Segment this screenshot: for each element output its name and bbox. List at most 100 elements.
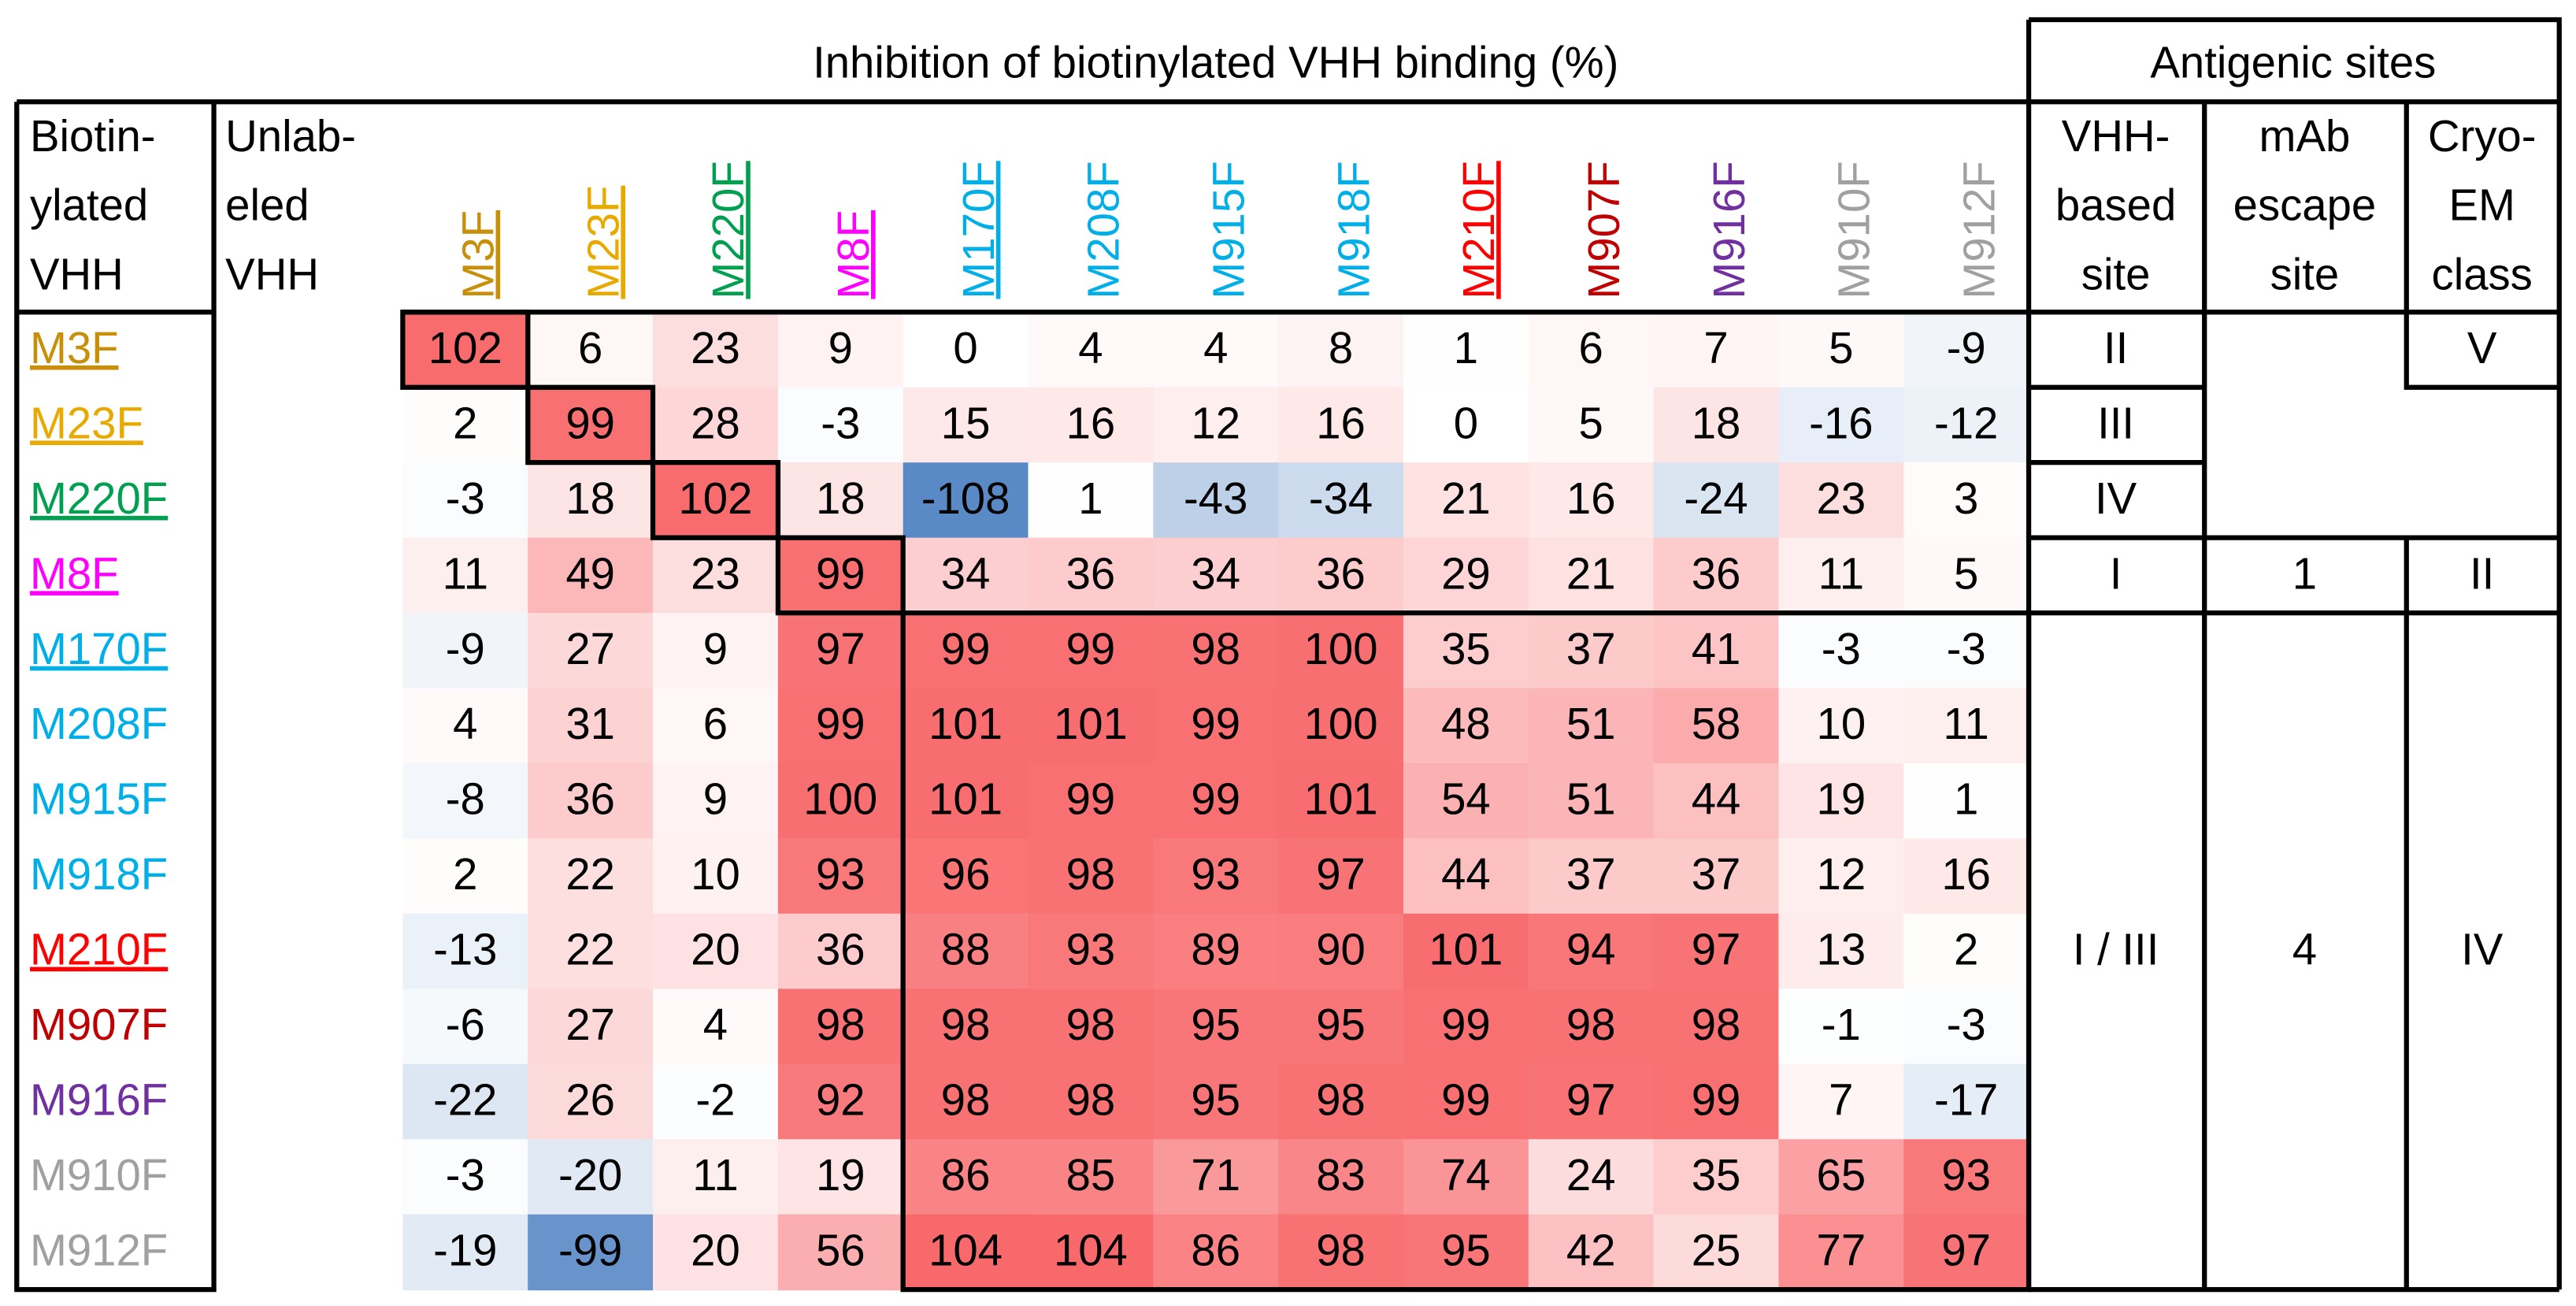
heat-cell <box>777 1214 904 1291</box>
cell-value: 94 <box>1566 925 1616 974</box>
heat-cell <box>1778 762 1905 840</box>
cell-value: 6 <box>578 323 602 373</box>
column-label: M170F <box>954 161 1003 299</box>
row-label: M23F <box>30 398 143 447</box>
heat-cell <box>1528 1139 1655 1215</box>
cell-value: 22 <box>565 925 615 974</box>
cell-value: 101 <box>1304 774 1378 824</box>
cells: 102 6 23 9 0 4 4 8 1 6 7 5 -92 99 28 -3 15 16 12 16 0 5 18 -16-… <box>402 312 2030 1291</box>
heat-cell <box>777 537 904 614</box>
heat-cell <box>1028 913 1155 990</box>
cell-value: 2 <box>453 398 477 447</box>
heat-cell <box>528 312 654 388</box>
cell-value: -108 <box>921 473 1010 523</box>
header-label: class <box>2432 249 2533 299</box>
heat-cell <box>903 312 1029 388</box>
heat-cell <box>903 989 1029 1065</box>
cell-value: 36 <box>816 925 865 974</box>
cell-value: 2 <box>1954 925 1978 974</box>
cell-value: 16 <box>1566 473 1616 523</box>
column-label: M208F <box>1079 161 1129 299</box>
cell-value: 86 <box>1191 1225 1240 1274</box>
heat-cell <box>1028 989 1155 1065</box>
cell-value: 95 <box>1191 1074 1240 1124</box>
cell-value: 10 <box>691 849 740 899</box>
heat-cell <box>653 1214 779 1291</box>
cell-value: 89 <box>1191 925 1240 974</box>
cell-value: 1 <box>1954 774 1978 824</box>
heat-cell <box>402 537 529 614</box>
cell-value: 99 <box>816 699 865 748</box>
heat-cell <box>1153 1214 1280 1291</box>
cell-value: 98 <box>816 1000 865 1049</box>
cell-value: 48 <box>1441 699 1491 748</box>
cell-value: 51 <box>1566 774 1616 824</box>
site-label: V <box>2467 323 2497 373</box>
cell-value: 27 <box>565 1000 615 1049</box>
column-label: M915F <box>1203 161 1253 299</box>
heat-cell <box>1653 462 1780 539</box>
heat-cell <box>1778 688 1905 765</box>
cell-value: 18 <box>816 473 865 523</box>
cell-value: 88 <box>941 925 991 974</box>
heat-cell <box>777 838 904 915</box>
cell-value: 23 <box>691 548 740 598</box>
heat-cell <box>1278 1139 1405 1215</box>
cell-value: 102 <box>678 473 752 523</box>
heat-cell <box>1528 838 1655 915</box>
heat-cell <box>402 462 529 539</box>
heat-cell <box>528 387 654 464</box>
cell-value: 6 <box>1579 323 1603 373</box>
column-label: M220F <box>703 161 753 299</box>
heat-cell <box>402 1139 529 1215</box>
heat-cell <box>1028 838 1155 915</box>
cell-value: 15 <box>941 398 991 447</box>
cell-value: 8 <box>1329 323 1353 373</box>
row-label: M170F <box>30 624 168 673</box>
header-label: VHH <box>225 249 319 299</box>
cell-value: 102 <box>428 323 502 373</box>
cell-value: 3 <box>1954 473 1978 523</box>
heat-cell <box>1153 1139 1280 1215</box>
cell-value: 97 <box>1316 849 1366 899</box>
heat-cell <box>1653 387 1780 464</box>
heat-cell <box>1278 1063 1405 1141</box>
cell-value: 83 <box>1316 1150 1366 1200</box>
heat-cell <box>1028 1139 1155 1215</box>
heat-cell <box>1653 989 1780 1065</box>
heat-cell <box>1778 1214 1905 1291</box>
heat-cell <box>653 312 779 388</box>
heat-cell <box>1278 387 1405 464</box>
heat-cell <box>653 387 779 464</box>
heat-cell <box>903 1139 1029 1215</box>
cell-value: 54 <box>1441 774 1491 824</box>
heat-cell <box>903 688 1029 765</box>
heat-cell <box>1278 613 1405 689</box>
heat-cell <box>1153 913 1280 990</box>
column-label: M907F <box>1579 161 1629 299</box>
heat-cell <box>1028 312 1155 388</box>
cell-value: 98 <box>1191 624 1240 673</box>
heat-cell <box>1153 462 1280 539</box>
heat-cell <box>1028 613 1155 689</box>
cell-value: -3 <box>1947 1000 1986 1049</box>
heat-cell <box>402 1214 529 1291</box>
heat-cell <box>903 387 1029 464</box>
header-label: site <box>2081 249 2151 299</box>
site-label: II <box>2470 548 2494 598</box>
cell-value: 100 <box>1304 624 1378 673</box>
cell-value: 9 <box>828 323 853 373</box>
row-label: M907F <box>30 1000 168 1049</box>
heat-cell <box>777 688 904 765</box>
cell-value: 6 <box>703 699 728 748</box>
cell-value: -20 <box>558 1150 622 1200</box>
header-label: site <box>2270 249 2340 299</box>
cell-value: 99 <box>816 548 865 598</box>
cell-value: 4 <box>453 699 477 748</box>
column-label: M910F <box>1829 161 1879 299</box>
cell-value: 104 <box>928 1225 1003 1274</box>
heat-cell <box>1028 762 1155 840</box>
heat-cell <box>528 462 654 539</box>
cell-value: 34 <box>941 548 991 598</box>
